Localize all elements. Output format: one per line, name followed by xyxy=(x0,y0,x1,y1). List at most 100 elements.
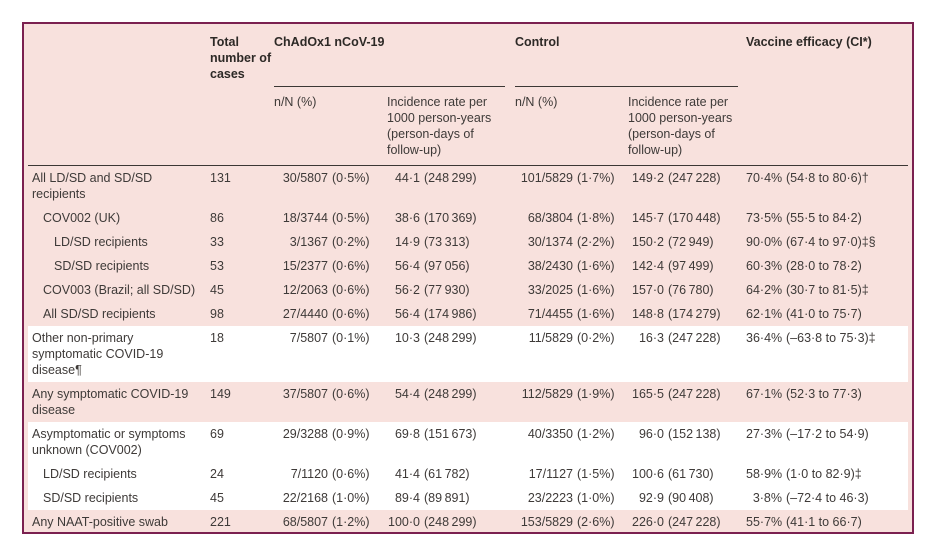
efficacy-confidence-interval: (67·4 to 97·0)‡§ xyxy=(786,235,876,249)
control-percent: (1·5%) xyxy=(577,467,615,481)
control-nn-cell: 30/1374 (2·2%) xyxy=(515,230,628,254)
control-n-of-N: 38/2430 xyxy=(527,259,573,273)
control-percent: (1·6%) xyxy=(577,307,615,321)
vaccine-incidence-cell: 54·4 (248 299) xyxy=(387,382,515,406)
vaccine-person-days: (248 299) xyxy=(424,515,477,529)
vaccine-percent: (1·0%) xyxy=(332,491,370,505)
control-person-days: (152 138) xyxy=(668,427,721,441)
total-cases-value: 98 xyxy=(210,307,224,321)
vaccine-incidence-rate: 56·2 xyxy=(394,283,420,297)
efficacy-confidence-interval: (–63·8 to 75·3)‡ xyxy=(786,331,876,345)
efficacy-confidence-interval: (–72·4 to 46·3) xyxy=(786,491,869,505)
total-cases-value: 45 xyxy=(210,491,224,505)
vaccine-efficacy-cell: 62·1% (41·0 to 75·7) xyxy=(746,302,908,326)
efficacy-value: 70·4% xyxy=(746,171,783,185)
vaccine-efficacy-cell: 3·8% (–72·4 to 46·3) xyxy=(746,486,908,510)
total-cases-value: 45 xyxy=(210,283,224,297)
control-incidence-rate: 142·4 xyxy=(632,259,664,273)
efficacy-confidence-interval: (28·0 to 78·2) xyxy=(786,259,862,273)
vaccine-efficacy-cell: 90·0% (67·4 to 97·0)‡§ xyxy=(746,230,908,254)
table-row: SD/SD recipients 45 22/2168 (1·0%) 89·4 (8… xyxy=(28,486,908,510)
vaccine-incidence-cell: 89·4 (89 891) xyxy=(387,486,515,510)
efficacy-confidence-interval: (55·5 to 84·2) xyxy=(786,211,862,225)
vaccine-incidence-rate: 14·9 xyxy=(394,235,420,249)
control-percent: (2·6%) xyxy=(577,515,615,529)
vaccine-efficacy-cell: 70·4% (54·8 to 80·6)† xyxy=(746,166,908,190)
vaccine-incidence-rate: 10·3 xyxy=(394,331,420,345)
vaccine-efficacy-cell: 73·5% (55·5 to 84·2) xyxy=(746,206,908,230)
row-label: All LD/SD and SD/SD recipients xyxy=(32,171,153,201)
vaccine-nn-cell: 15/2377 (0·6%) xyxy=(274,254,387,278)
control-incidence-rate: 157·0 xyxy=(632,283,664,297)
total-cases-value: 221 xyxy=(210,515,231,529)
control-percent: (1·0%) xyxy=(577,491,615,505)
table-row: LD/SD recipients 33 3/1367 (0·2%) 14·9 (73… xyxy=(28,230,908,254)
efficacy-confidence-interval: (52·3 to 77·3) xyxy=(786,387,862,401)
control-n-of-N: 101/5829 xyxy=(520,171,573,185)
total-cases-value: 149 xyxy=(210,387,231,401)
vaccine-person-days: (248 299) xyxy=(424,387,477,401)
control-person-days: (247 228) xyxy=(668,515,721,529)
control-percent: (1·6%) xyxy=(577,283,615,297)
efficacy-value: 90·0% xyxy=(746,235,783,249)
row-label: All SD/SD recipients xyxy=(43,307,156,321)
control-percent: (1·6%) xyxy=(577,259,615,273)
vaccine-percent: (1·2%) xyxy=(332,515,370,529)
control-incidence-rate: 96·0 xyxy=(638,427,664,441)
empty-header-cell xyxy=(28,34,210,87)
control-incidence-cell: 16·3 (247 228) xyxy=(628,326,746,350)
total-cases-value: 69 xyxy=(210,427,224,441)
vaccine-person-days: (174 986) xyxy=(424,307,477,321)
control-n-of-N: 40/3350 xyxy=(527,427,573,441)
vaccine-incidence-cell: 10·3 (248 299) xyxy=(387,326,515,350)
control-nn-cell: 38/2430 (1·6%) xyxy=(515,254,628,278)
control-percent: (1·8%) xyxy=(577,211,615,225)
table-row: SD/SD recipients 53 15/2377 (0·6%) 56·4 (9… xyxy=(28,254,908,278)
vaccine-percent: (0·6%) xyxy=(332,283,370,297)
vaccine-n-of-N: 22/2168 xyxy=(282,491,328,505)
sub-header-row: n/N (%) Incidence rate per 1000 person-y… xyxy=(28,87,908,158)
vaccine-nn-cell: 30/5807 (0·5%) xyxy=(274,166,387,190)
control-incidence-rate: 226·0 xyxy=(632,515,664,529)
subheader-nn-vaccine: n/N (%) xyxy=(274,95,317,109)
control-incidence-rate: 145·7 xyxy=(632,211,664,225)
vaccine-n-of-N: 29/3288 xyxy=(282,427,328,441)
efficacy-confidence-interval: (–17·2 to 54·9) xyxy=(786,427,869,441)
control-n-of-N: 23/2223 xyxy=(527,491,573,505)
vaccine-percent: (0·6%) xyxy=(332,387,370,401)
row-label: COV003 (Brazil; all SD/SD) xyxy=(43,283,196,297)
vaccine-person-days: (61 782) xyxy=(424,467,470,481)
efficacy-value: 27·3% xyxy=(746,427,783,441)
efficacy-value: 73·5% xyxy=(746,211,783,225)
control-incidence-cell: 145·7 (170 448) xyxy=(628,206,746,230)
control-nn-cell: 153/5829 (2·6%) xyxy=(515,510,628,532)
efficacy-confidence-interval: (30·7 to 81·5)‡ xyxy=(786,283,869,297)
vaccine-n-of-N: 15/2377 xyxy=(282,259,328,273)
vaccine-efficacy-cell: 64·2% (30·7 to 81·5)‡ xyxy=(746,278,908,302)
control-nn-cell: 11/5829 (0·2%) xyxy=(515,326,628,350)
vaccine-n-of-N: 68/5807 xyxy=(282,515,328,529)
table-row: COV002 (UK) 86 18/3744 (0·5%) 38·6 (170 36… xyxy=(28,206,908,230)
vaccine-incidence-cell: 56·2 (77 930) xyxy=(387,278,515,302)
vaccine-person-days: (73 313) xyxy=(424,235,470,249)
subheader-incidence-control: Incidence rate per 1000 person-years (pe… xyxy=(628,95,733,157)
control-percent: (1·9%) xyxy=(577,387,615,401)
efficacy-value: 67·1% xyxy=(746,387,783,401)
efficacy-value: 3·8% xyxy=(752,491,782,505)
control-nn-cell: 33/2025 (1·6%) xyxy=(515,278,628,302)
control-n-of-N: 153/5829 xyxy=(520,515,573,529)
vaccine-percent: (0·6%) xyxy=(332,259,370,273)
vaccine-efficacy-cell: 67·1% (52·3 to 77·3) xyxy=(746,382,908,406)
vaccine-person-days: (77 930) xyxy=(424,283,470,297)
control-person-days: (247 228) xyxy=(668,387,721,401)
vaccine-incidence-cell: 100·0 (248 299) xyxy=(387,510,515,532)
table-row: Any NAAT-positive swab 221 68/5807 (1·2%)… xyxy=(28,510,908,532)
vaccine-n-of-N: 37/5807 xyxy=(282,387,328,401)
header-group-chadox: ChAdOx1 nCoV-19 xyxy=(274,34,505,87)
table-row: All SD/SD recipients 98 27/4440 (0·6%) 56… xyxy=(28,302,908,326)
control-nn-cell: 101/5829 (1·7%) xyxy=(515,166,628,190)
control-person-days: (72 949) xyxy=(668,235,714,249)
row-label: Other non-primary symptomatic COVID-19 d… xyxy=(32,331,164,377)
vaccine-incidence-rate: 44·1 xyxy=(394,171,420,185)
